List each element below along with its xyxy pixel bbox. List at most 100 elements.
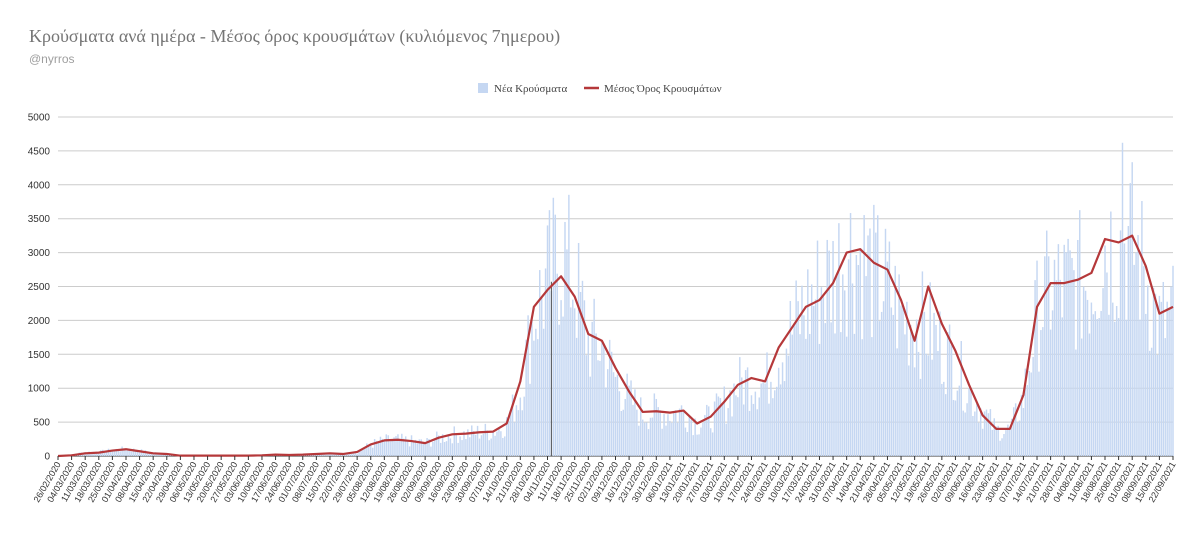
bar	[397, 434, 399, 456]
bar	[1063, 244, 1065, 456]
bar	[1022, 408, 1025, 456]
bar	[906, 301, 908, 456]
bar	[373, 439, 376, 456]
bar	[575, 337, 578, 456]
x-axis: 26/02/202004/03/202011/03/202018/03/2020…	[32, 456, 1178, 504]
bar	[587, 331, 590, 456]
bar	[861, 339, 863, 456]
bar	[515, 405, 518, 456]
bar	[344, 454, 347, 456]
bar	[94, 452, 96, 456]
bar	[663, 414, 665, 456]
bar	[723, 386, 725, 456]
bar	[795, 280, 797, 456]
bar	[1106, 272, 1108, 456]
bar	[1110, 211, 1112, 456]
bar	[1143, 266, 1145, 456]
bar	[756, 409, 759, 456]
bar	[492, 431, 494, 456]
bar	[605, 387, 607, 456]
bar	[838, 223, 840, 456]
bar	[913, 367, 916, 456]
bar	[1003, 434, 1005, 456]
bar	[690, 419, 692, 456]
chart-subtitle: @nyrros	[29, 52, 75, 66]
bar	[976, 403, 978, 456]
bar	[1082, 286, 1085, 456]
bar	[966, 403, 968, 456]
bar	[1077, 240, 1079, 456]
bar	[840, 332, 842, 456]
bar	[983, 411, 986, 456]
bar	[869, 228, 871, 456]
bar	[160, 453, 162, 456]
bar	[1001, 438, 1003, 456]
bar	[777, 367, 780, 456]
bar	[387, 435, 389, 456]
bar	[546, 225, 549, 456]
y-tick-label: 1000	[28, 384, 51, 395]
bar	[315, 454, 318, 456]
bar	[851, 283, 854, 456]
bar	[894, 265, 896, 456]
bar	[1034, 280, 1036, 456]
bar	[542, 328, 545, 456]
bar	[1030, 372, 1032, 456]
bar	[375, 440, 378, 456]
bar	[354, 453, 356, 456]
bar	[1148, 350, 1151, 456]
bar	[498, 427, 500, 456]
bar	[793, 325, 795, 456]
bar	[98, 453, 100, 456]
bar	[748, 410, 751, 456]
bar	[686, 432, 689, 456]
bar	[608, 339, 611, 456]
bar	[1051, 310, 1054, 456]
bar	[816, 240, 819, 456]
bar	[863, 215, 865, 456]
bar	[614, 376, 617, 456]
bar	[626, 373, 628, 456]
bar	[410, 435, 413, 456]
bar	[622, 409, 624, 456]
bar	[939, 311, 941, 456]
bar	[601, 341, 603, 456]
bar	[898, 274, 900, 456]
bar	[1016, 421, 1019, 456]
bar	[1129, 183, 1131, 456]
bar	[657, 407, 659, 456]
bar	[859, 248, 861, 456]
y-tick-label: 1500	[28, 350, 51, 361]
bar	[1100, 310, 1102, 456]
bar	[1069, 250, 1071, 456]
bar	[694, 418, 696, 456]
bar	[463, 431, 465, 456]
bar	[478, 438, 481, 456]
bar	[381, 438, 384, 456]
bar	[358, 450, 360, 456]
bar	[931, 359, 933, 456]
bar	[142, 452, 145, 456]
bar	[624, 399, 626, 456]
bar	[1024, 368, 1027, 456]
bar	[993, 418, 996, 456]
bar	[412, 440, 415, 456]
bar	[649, 417, 652, 456]
bar	[583, 300, 586, 456]
bar	[406, 441, 409, 456]
bar	[772, 398, 774, 456]
bar	[119, 451, 121, 456]
bar	[568, 194, 570, 456]
bar	[548, 210, 551, 456]
bar	[1065, 252, 1067, 456]
bar	[527, 315, 529, 456]
bar	[414, 439, 417, 456]
bar	[878, 321, 881, 456]
bar	[902, 304, 904, 456]
bar	[865, 276, 867, 456]
bar	[438, 435, 440, 456]
bar	[610, 351, 613, 456]
bar	[746, 367, 749, 456]
line-series	[57, 234, 1174, 458]
bar	[911, 333, 914, 456]
